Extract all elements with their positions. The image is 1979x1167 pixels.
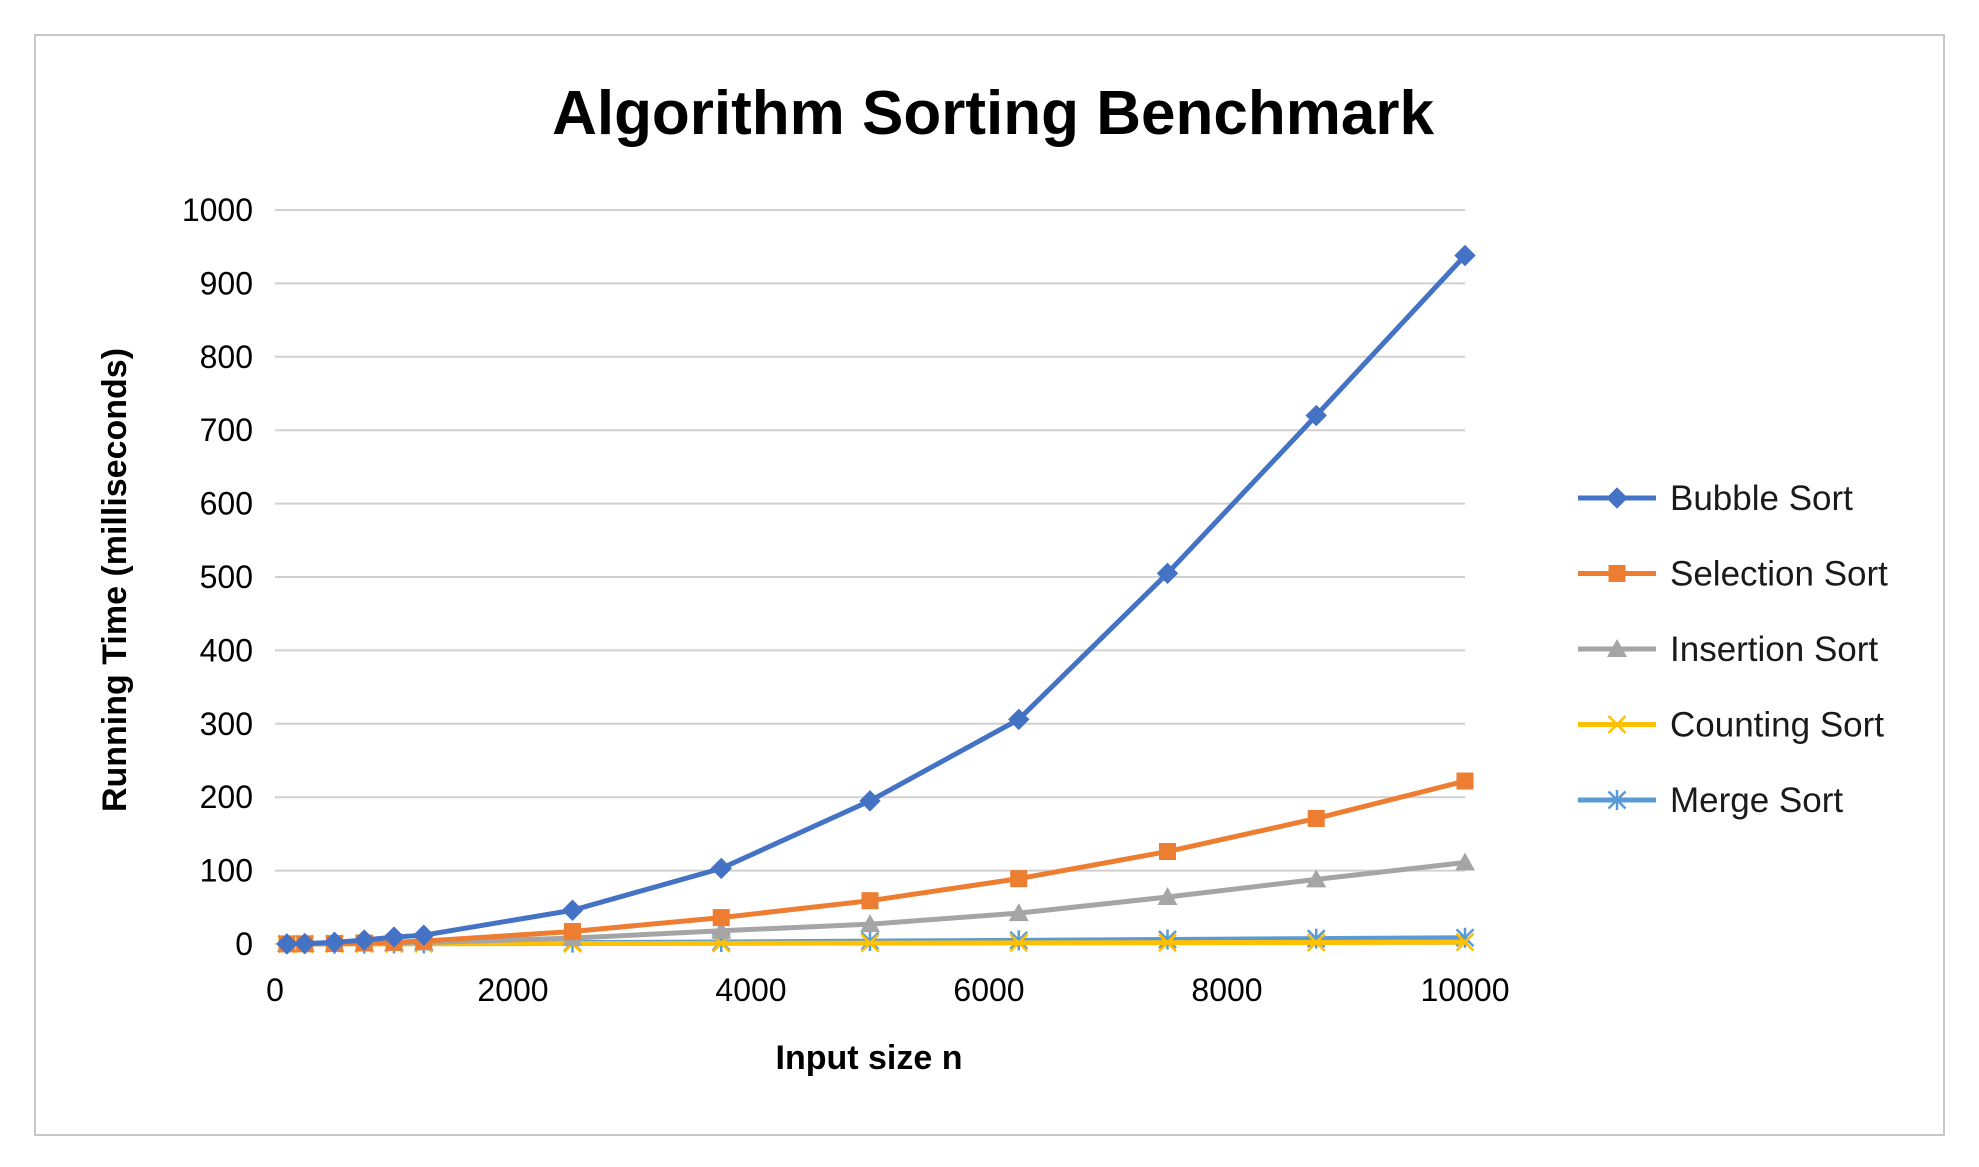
- data-point: [1010, 870, 1028, 888]
- y-tick-label: 800: [200, 339, 253, 375]
- data-point: [861, 892, 879, 910]
- data-point: [1606, 487, 1628, 509]
- data-point: [1157, 887, 1178, 906]
- data-point: [383, 926, 405, 948]
- legend-label: Bubble Sort: [1670, 479, 1853, 518]
- y-tick-label: 0: [235, 926, 253, 962]
- y-tick-label: 600: [200, 486, 253, 522]
- y-tick-label: 700: [200, 412, 253, 448]
- y-tick-label: 900: [200, 265, 253, 301]
- legend-item: Bubble Sort: [1578, 479, 1853, 518]
- data-point: [1156, 562, 1179, 585]
- chart-frame: [34, 34, 1945, 1136]
- data-point: [859, 790, 881, 812]
- data-point: [1008, 708, 1030, 731]
- x-tick-label: 10000: [1421, 972, 1510, 1008]
- data-point: [860, 914, 880, 933]
- data-point: [1456, 772, 1474, 790]
- x-tick-label: 8000: [1191, 972, 1262, 1008]
- data-point: [1306, 933, 1326, 952]
- data-point: [1455, 932, 1475, 952]
- data-point: [711, 920, 732, 939]
- data-point: [1607, 639, 1627, 657]
- legend-label: Counting Sort: [1670, 706, 1884, 745]
- series-bubble-sort: [276, 244, 1476, 955]
- data-point: [294, 932, 316, 955]
- series-layer: [276, 244, 1476, 955]
- y-axis-title: Running Time (milliseconds): [96, 348, 134, 812]
- data-point: [710, 857, 732, 880]
- gridlines: [275, 209, 1465, 945]
- series-line: [284, 253, 1468, 947]
- legend-item: Merge Sort: [1578, 781, 1843, 820]
- legend-item: Insertion Sort: [1578, 630, 1878, 669]
- data-point: [413, 924, 435, 946]
- x-tick-label: 2000: [477, 972, 548, 1008]
- data-point: [1454, 244, 1476, 267]
- data-point: [1009, 933, 1029, 953]
- data-point: [1009, 930, 1029, 951]
- data-point: [1607, 790, 1627, 810]
- chart-title: Algorithm Sorting Benchmark: [552, 79, 1434, 148]
- data-point: [323, 931, 346, 954]
- data-point: [1455, 852, 1475, 871]
- data-point: [1158, 933, 1177, 953]
- legend: Bubble Sort Selection Sort Insertion Sort C…: [1578, 479, 1888, 820]
- x-axis-title: Input size n: [776, 1039, 963, 1077]
- x-tick-label: 6000: [953, 972, 1024, 1008]
- y-tick-label: 200: [200, 779, 253, 815]
- y-tick-label: 300: [200, 706, 253, 742]
- legend-item: Counting Sort: [1578, 706, 1884, 745]
- data-point: [1608, 565, 1626, 582]
- data-point: [1008, 903, 1029, 922]
- data-point: [860, 933, 880, 953]
- data-point: [1159, 843, 1176, 861]
- data-point: [561, 899, 584, 921]
- y-tick-label: 100: [200, 853, 253, 889]
- data-point: [1607, 715, 1627, 734]
- legend-label: Selection Sort: [1670, 555, 1888, 594]
- y-tick-label: 500: [200, 559, 253, 595]
- data-point: [1306, 869, 1327, 888]
- legend-label: Insertion Sort: [1670, 630, 1878, 669]
- x-axis-ticks: 0 2000 4000 6000 8000 10000: [266, 972, 1509, 1008]
- legend-label: Merge Sort: [1670, 781, 1843, 820]
- y-tick-label: 400: [200, 632, 253, 668]
- data-point: [1305, 404, 1327, 427]
- legend-item: Selection Sort: [1578, 555, 1888, 594]
- x-tick-label: 4000: [715, 972, 786, 1008]
- data-point: [564, 923, 581, 941]
- x-tick-label: 0: [266, 972, 284, 1008]
- y-axis-ticks: 0 100 200 300 400 500 600 700 800 900 1000: [182, 192, 253, 962]
- data-point: [276, 933, 298, 955]
- data-point: [353, 929, 375, 951]
- data-point: [1307, 809, 1325, 827]
- data-point: [712, 909, 730, 927]
- y-tick-label: 1000: [182, 192, 253, 228]
